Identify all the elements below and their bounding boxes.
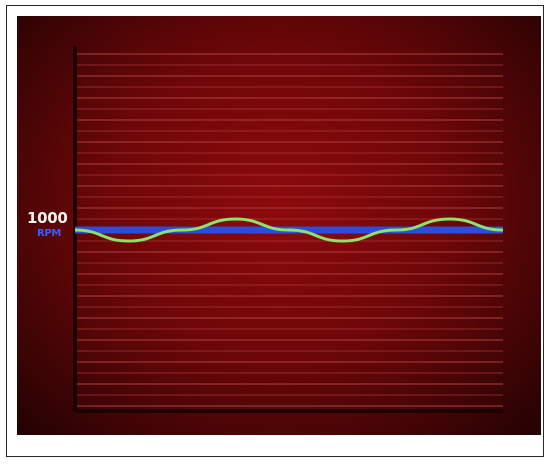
rpm-chart <box>73 46 504 413</box>
reference-value-label: 1000 <box>27 209 68 227</box>
chart-screen: 1000 RPM <box>17 16 541 435</box>
reference-unit-label: RPM <box>37 228 62 239</box>
gridlines <box>77 53 503 407</box>
series-layer <box>74 217 504 243</box>
chart-frame: 1000 RPM <box>6 5 544 457</box>
rpm-wave-line <box>74 217 504 243</box>
